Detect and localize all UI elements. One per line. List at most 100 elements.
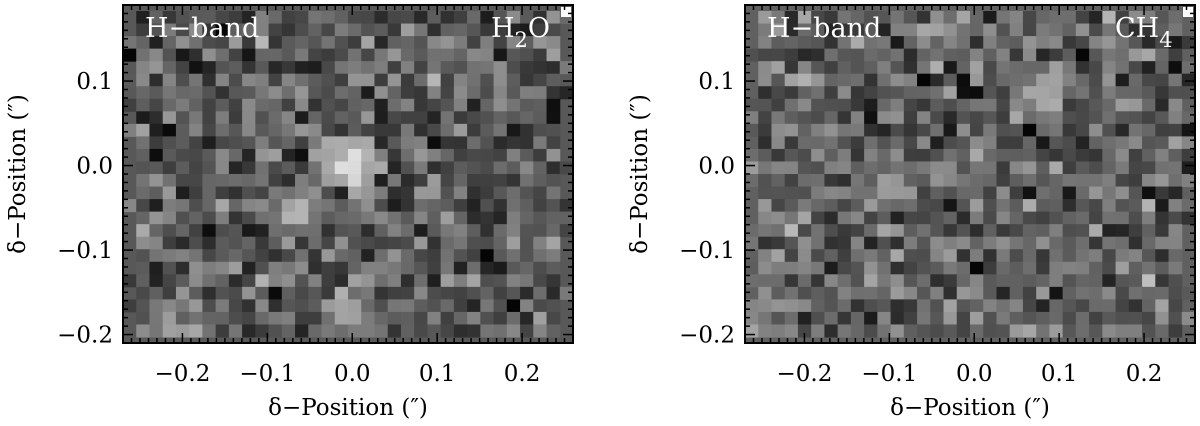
heatmap-cell bbox=[348, 86, 362, 100]
heatmap-cell bbox=[784, 86, 799, 100]
heatmap-cell bbox=[1181, 199, 1196, 213]
heatmap-cell bbox=[255, 123, 270, 137]
heatmap-cell bbox=[1128, 186, 1143, 200]
heatmap-cell bbox=[202, 36, 217, 50]
heatmap-cell bbox=[427, 249, 442, 263]
heatmap-cell bbox=[440, 148, 455, 162]
heatmap-cell bbox=[745, 48, 759, 62]
heatmap-cell bbox=[771, 36, 786, 50]
heatmap-cell bbox=[850, 199, 865, 213]
heatmap-cell bbox=[771, 211, 786, 225]
heatmap-cell bbox=[1062, 274, 1077, 288]
heatmap-cell bbox=[771, 123, 786, 137]
heatmap-cell bbox=[215, 199, 230, 213]
heatmap-cell bbox=[1049, 123, 1064, 137]
heatmap-cell bbox=[295, 123, 309, 137]
heatmap-cell bbox=[427, 161, 442, 175]
heatmap-cell bbox=[533, 86, 548, 100]
heatmap-cell bbox=[440, 73, 455, 87]
heatmap-cell bbox=[850, 161, 865, 175]
heatmap-cell bbox=[864, 311, 878, 325]
heatmap-cell bbox=[215, 136, 230, 150]
y-tick-label: 0.1 bbox=[698, 69, 735, 95]
heatmap-cell bbox=[903, 299, 918, 313]
heatmap-cell bbox=[824, 123, 839, 137]
heatmap-cell bbox=[520, 23, 534, 37]
heatmap-cell bbox=[903, 199, 918, 213]
heatmap-cell bbox=[1155, 48, 1170, 62]
heatmap-cell bbox=[295, 261, 309, 275]
heatmap-cell bbox=[228, 36, 243, 50]
heatmap-cell bbox=[175, 174, 190, 188]
heatmap-cell bbox=[771, 86, 786, 100]
heatmap-cell bbox=[387, 286, 402, 300]
heatmap-cell bbox=[970, 211, 984, 225]
heatmap-cell bbox=[321, 36, 336, 50]
heatmap-cell bbox=[480, 324, 495, 338]
heatmap-cell bbox=[930, 224, 945, 238]
heatmap-cell bbox=[1155, 311, 1170, 325]
heatmap-cell bbox=[1022, 61, 1037, 75]
heatmap-cell bbox=[837, 186, 852, 200]
heatmap-cell bbox=[956, 36, 971, 50]
heatmap-cell bbox=[877, 36, 892, 50]
heatmap-cell bbox=[983, 186, 997, 200]
heatmap-cell bbox=[533, 148, 548, 162]
heatmap-cell bbox=[1181, 311, 1196, 325]
heatmap-cell bbox=[1022, 136, 1037, 150]
heatmap-cell bbox=[295, 73, 309, 87]
heatmap-cell bbox=[136, 199, 150, 213]
heatmap-cell bbox=[281, 136, 296, 150]
heatmap-cell bbox=[1168, 199, 1183, 213]
heatmap-cell bbox=[374, 123, 389, 137]
heatmap-cell bbox=[811, 236, 825, 250]
heatmap-cell bbox=[295, 98, 309, 112]
heatmap-cell bbox=[453, 73, 468, 87]
heatmap-cell bbox=[175, 136, 190, 150]
heatmap-cell bbox=[943, 86, 958, 100]
heatmap-cell bbox=[930, 174, 945, 188]
heatmap-cell bbox=[890, 86, 905, 100]
heatmap-cell bbox=[175, 186, 190, 200]
heatmap-cell bbox=[850, 36, 865, 50]
heatmap-cell bbox=[917, 36, 931, 50]
heatmap-cell bbox=[1115, 48, 1130, 62]
heatmap-cell bbox=[308, 36, 323, 50]
heatmap-cell bbox=[1036, 111, 1050, 125]
heatmap-cell bbox=[533, 11, 548, 25]
heatmap-cell bbox=[268, 199, 283, 213]
heatmap-cell bbox=[1102, 174, 1117, 188]
heatmap-cell bbox=[903, 211, 918, 225]
heatmap-cell bbox=[414, 23, 428, 37]
heatmap-cell bbox=[1049, 211, 1064, 225]
heatmap-cell bbox=[877, 186, 892, 200]
heatmap-cell bbox=[1128, 249, 1143, 263]
heatmap-cell bbox=[970, 299, 984, 313]
heatmap-cell bbox=[506, 48, 521, 62]
heatmap-cell bbox=[1155, 36, 1170, 50]
heatmap-cell bbox=[175, 11, 190, 25]
heatmap-cell bbox=[771, 224, 786, 238]
heatmap-cell bbox=[983, 236, 997, 250]
heatmap-cell bbox=[202, 199, 217, 213]
heatmap-cell bbox=[930, 148, 945, 162]
heatmap-cell bbox=[374, 311, 389, 325]
heatmap-cell bbox=[1102, 61, 1117, 75]
heatmap-cell bbox=[983, 36, 997, 50]
heatmap-cell bbox=[175, 199, 190, 213]
heatmap-cell bbox=[453, 98, 468, 112]
heatmap-cell bbox=[1168, 98, 1183, 112]
heatmap-cell bbox=[334, 11, 349, 25]
heatmap-cell bbox=[745, 111, 759, 125]
heatmap-cell bbox=[480, 48, 495, 62]
heatmap-cell bbox=[334, 161, 349, 175]
heatmap-cell bbox=[427, 261, 442, 275]
heatmap-cell bbox=[546, 61, 561, 75]
heatmap-cell bbox=[268, 48, 283, 62]
heatmap-cell bbox=[453, 286, 468, 300]
heatmap-cell bbox=[493, 148, 508, 162]
heatmap-cell bbox=[400, 249, 415, 263]
heatmap-cell bbox=[1089, 174, 1103, 188]
heatmap-cell bbox=[797, 48, 812, 62]
heatmap-cell bbox=[903, 11, 918, 25]
